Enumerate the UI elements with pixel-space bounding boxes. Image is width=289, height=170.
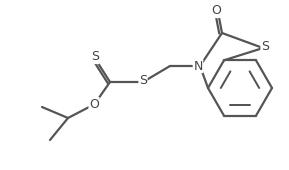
Text: O: O bbox=[89, 98, 99, 111]
Text: O: O bbox=[211, 4, 221, 18]
Text: S: S bbox=[91, 50, 99, 64]
Text: N: N bbox=[193, 59, 203, 72]
Text: S: S bbox=[139, 74, 147, 88]
Text: S: S bbox=[261, 40, 269, 54]
